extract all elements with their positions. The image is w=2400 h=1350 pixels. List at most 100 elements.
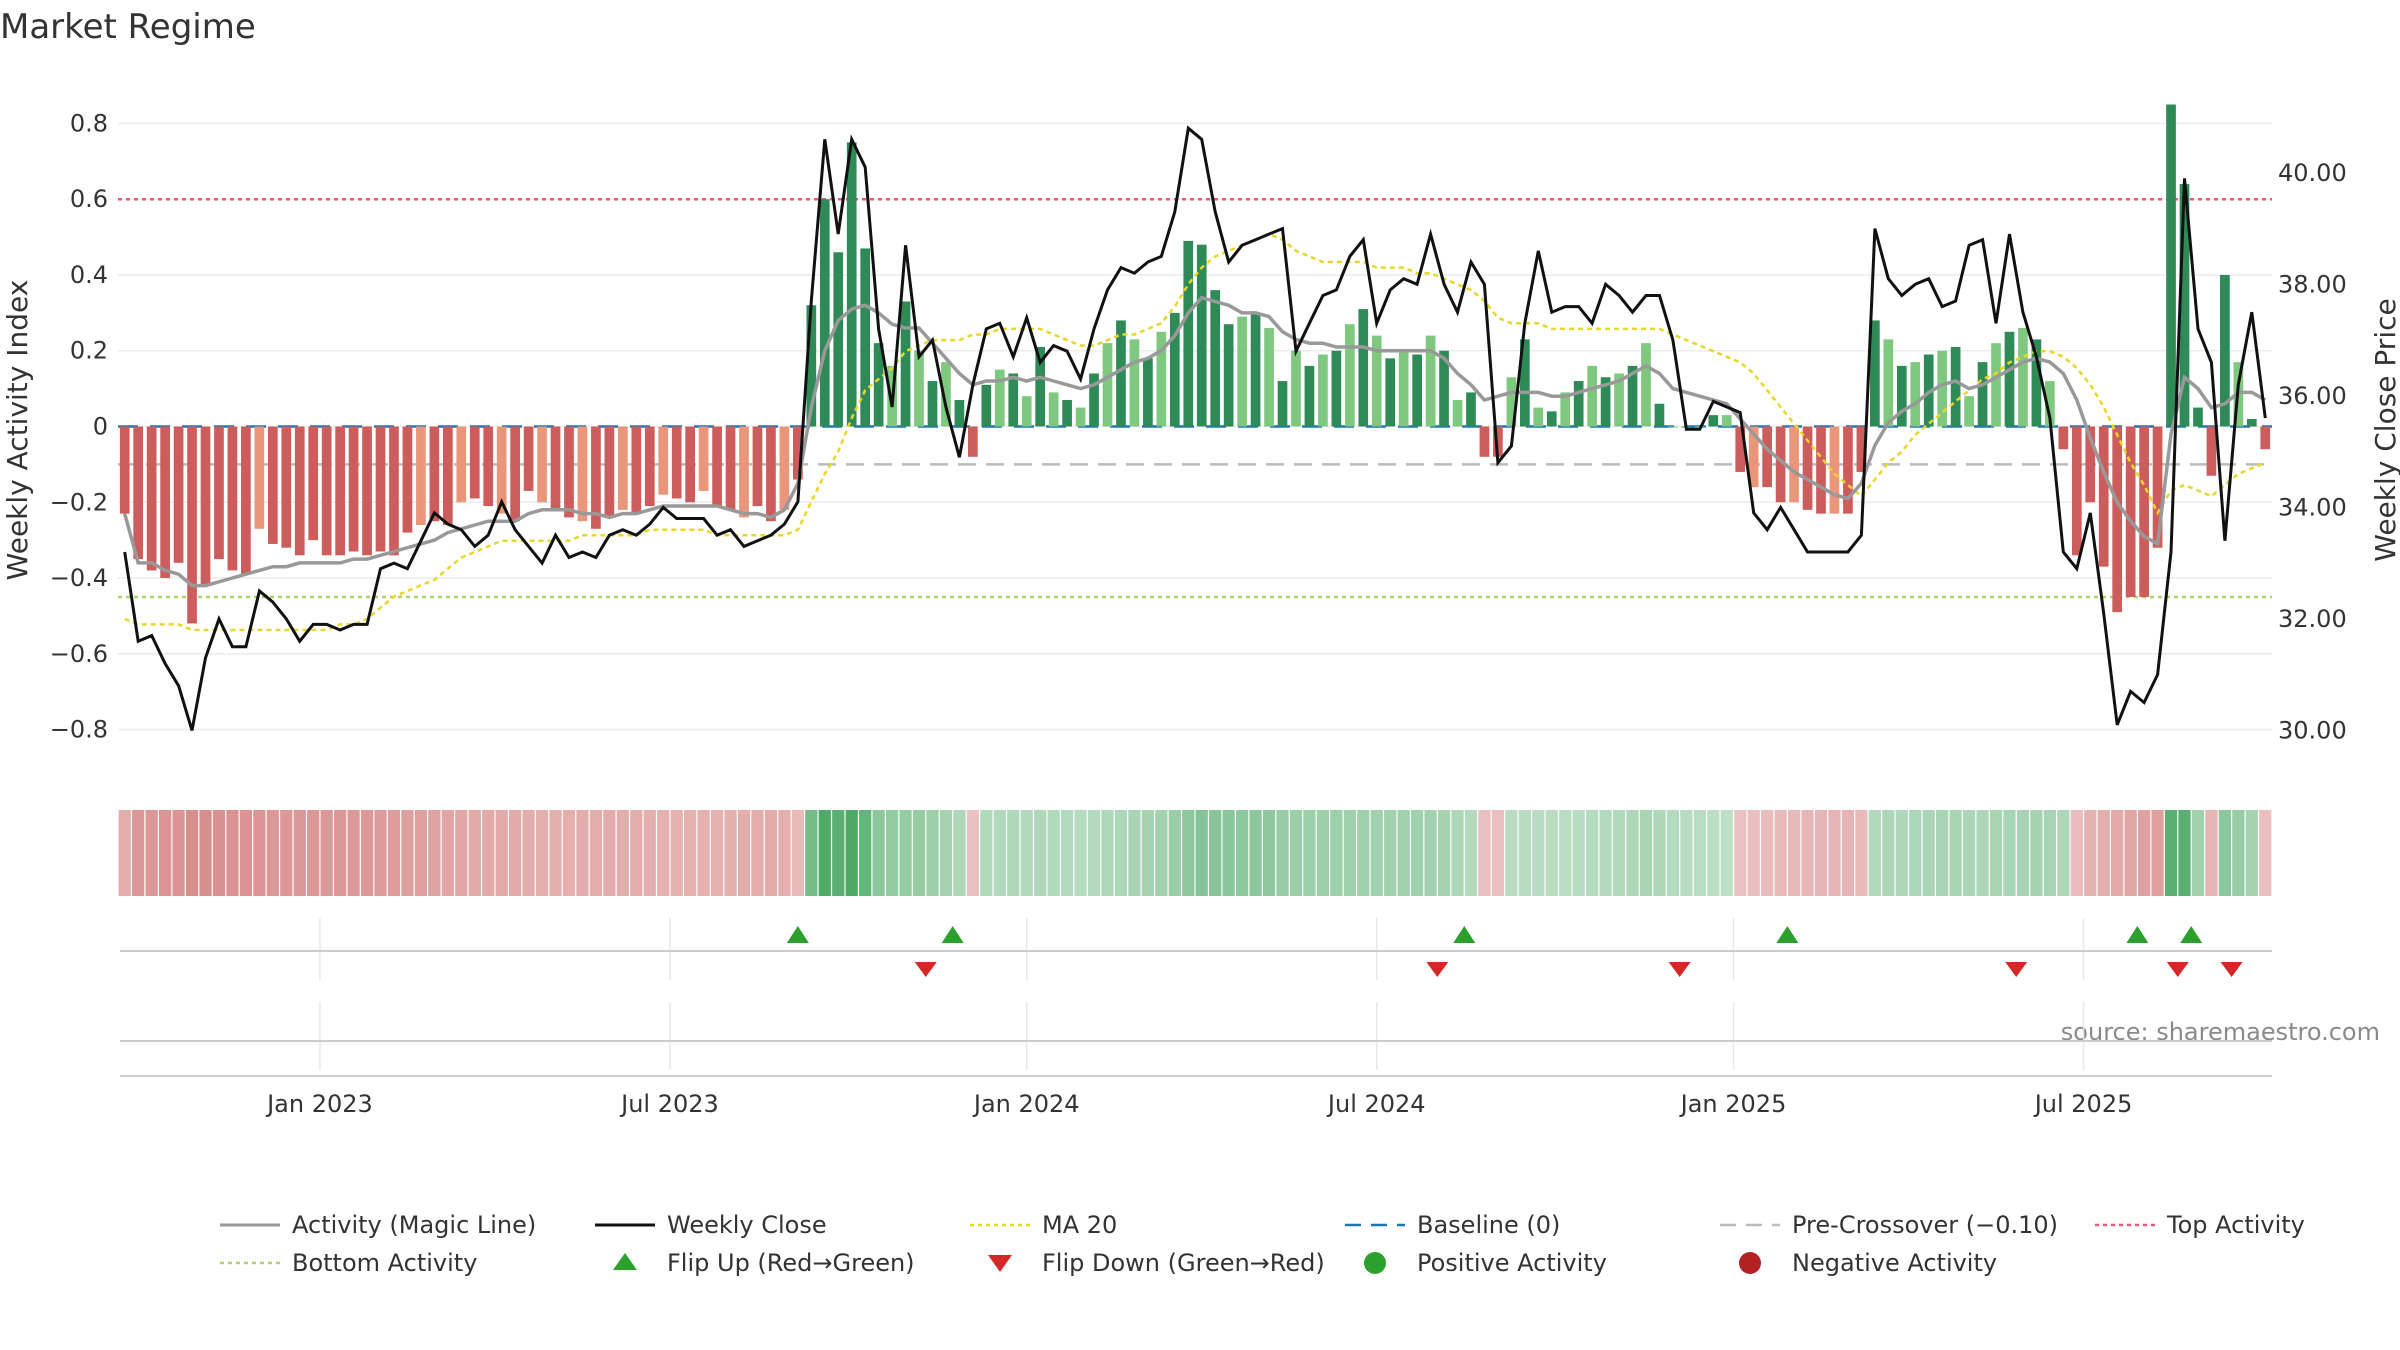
activity-bar [1143,358,1153,427]
regime-cell [1734,810,1747,896]
activity-bar [914,350,924,427]
regime-cell [360,810,374,896]
activity-bar [981,384,992,427]
regime-cell [1249,810,1262,896]
regime-cell [603,810,616,896]
activity-bar [362,426,372,556]
x-tick-label: Jan 2024 [972,1090,1080,1118]
flip-down-marker [914,962,937,977]
series-lines [123,125,2267,731]
regime-cell [737,810,751,896]
y-tick-label: −0.2 [50,488,108,516]
regime-cell [199,810,212,896]
activity-bar [968,426,978,457]
legend-item: Positive Activity [1364,1249,1607,1277]
y2-axis-label: Weekly Close Price [2369,298,2400,561]
regime-cell [482,810,495,896]
activity-bar [389,426,399,556]
activity-bar [133,426,144,560]
activity-bar [1412,354,1422,427]
regime-cell [980,810,993,896]
y2-tick-label: 30.00 [2278,716,2347,744]
legend-item: Pre-Crossover (−0.10) [1720,1211,2058,1239]
regime-cell [1007,810,1020,896]
regime-cell [1868,810,1881,896]
regime-cell [2205,810,2218,896]
activity-bar [712,426,722,507]
legend-label: Flip Down (Green→Red) [1042,1249,1325,1277]
activity-bar [550,426,561,510]
regime-cell [1707,810,1720,896]
regime-cell [2003,810,2016,896]
regime-cell [1141,810,1155,896]
regime-cell [697,810,710,896]
activity-bar [1116,320,1126,427]
activity-bar [1533,407,1544,427]
y2-axis-ticks: 30.00 32.00 34.00 36.00 38.00 40.00 [2278,159,2347,745]
flip-up-marker [2180,926,2203,943]
activity-bar [1937,350,1948,427]
regime-cell [1478,810,1491,896]
activity-bar [1479,426,1490,457]
x-tick-label: Jul 2023 [619,1090,719,1118]
activity-bar [2193,407,2203,427]
regime-cell [2151,810,2164,896]
regime-cell [1962,810,1976,896]
activity-bar [1708,415,1719,427]
x-tick-label: Jan 2023 [265,1090,373,1118]
activity-bar [994,369,1005,427]
y-tick-label: −0.8 [50,716,108,744]
activity-bar [644,426,655,507]
regime-cell [2218,810,2232,896]
regime-cell [1060,810,1074,896]
y-tick-label: 0.2 [70,337,108,365]
regime-cell [1989,810,2003,896]
regime-cell [1761,810,1774,896]
regime-cell [1882,810,1895,896]
regime-cell [2097,810,2110,896]
activity-bar [1735,426,1746,472]
activity-bar [469,426,480,499]
regime-cell [1437,810,1451,896]
regime-cell [1101,810,1114,896]
activity-bar [1439,350,1449,427]
regime-cell [522,810,535,896]
weekly-close-line [123,125,2267,731]
activity-bar [1318,354,1328,427]
regime-cell [778,810,791,896]
activity-bar [254,426,265,529]
activity-bar [267,426,278,544]
regime-cell [899,810,912,896]
activity-bar [2045,381,2055,427]
activity-bar [2058,426,2069,450]
activity-bar [200,426,211,586]
activity-bar [873,343,884,427]
legend-item: Negative Activity [1739,1249,1997,1277]
regime-cell [1626,810,1639,896]
regime-cell [145,810,158,896]
activity-bar [402,426,413,533]
activity-bar [1156,331,1167,427]
activity-bar [1843,426,1853,514]
activity-bar [1802,426,1813,510]
regime-cell [2070,810,2083,896]
activity-bar [1627,365,1638,427]
regime-cell [562,810,576,896]
activity-bar [819,199,830,427]
activity-bar [1210,290,1221,427]
activity-bar [698,426,709,491]
activity-bar [1048,392,1059,427]
activity-bar [1452,399,1463,427]
regime-cell [414,810,428,896]
regime-cell [226,810,239,896]
regime-cell [1895,810,1908,896]
y-tick-label: 0.4 [70,261,108,289]
activity-bar [456,426,467,503]
regime-cell [1182,810,1195,896]
regime-cell [643,810,656,896]
activity-bar [1977,362,1988,427]
regime-cell [1841,810,1855,896]
activity-bar [2139,426,2149,597]
activity-bar [833,252,844,427]
regime-cell [1491,810,1505,896]
